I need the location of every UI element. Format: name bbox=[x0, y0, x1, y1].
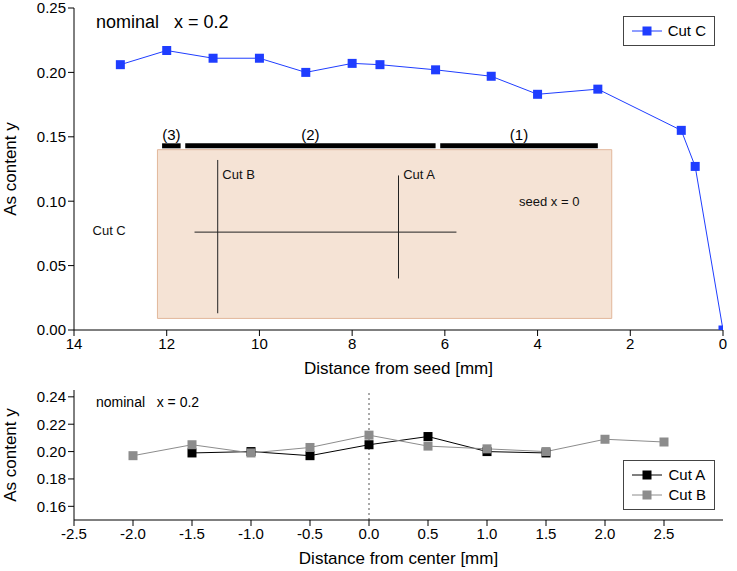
html-text:Cut C: Cut C bbox=[667, 22, 706, 39]
svg-text:-2.0: -2.0 bbox=[120, 525, 146, 542]
svg-text:1.5: 1.5 bbox=[536, 525, 557, 542]
svg-text:0.15: 0.15 bbox=[37, 128, 66, 145]
svg-text:(3): (3) bbox=[162, 126, 180, 143]
svg-text:(2): (2) bbox=[301, 126, 319, 143]
svg-text:0.05: 0.05 bbox=[37, 257, 66, 274]
svg-text:0.22: 0.22 bbox=[37, 416, 66, 433]
svg-text:-1.5: -1.5 bbox=[179, 525, 205, 542]
svg-text:2.5: 2.5 bbox=[654, 525, 675, 542]
svg-text:Cut A: Cut A bbox=[403, 167, 435, 182]
svg-text:-1.0: -1.0 bbox=[238, 525, 264, 542]
svg-text:(1): (1) bbox=[510, 126, 528, 143]
svg-text:14: 14 bbox=[66, 335, 83, 352]
svg-text:Distance from center [mm]: Distance from center [mm] bbox=[299, 549, 498, 568]
svg-text:12: 12 bbox=[158, 335, 175, 352]
html-text:Cut B: Cut B bbox=[668, 486, 706, 503]
svg-text:-0.5: -0.5 bbox=[297, 525, 323, 542]
svg-text:1.0: 1.0 bbox=[477, 525, 498, 542]
svg-text:seed x = 0: seed x = 0 bbox=[519, 194, 579, 209]
svg-text:0.16: 0.16 bbox=[37, 498, 66, 515]
html-text:nominal x = 0.2: nominal x = 0.2 bbox=[96, 394, 200, 410]
svg-text:Cut B: Cut B bbox=[222, 167, 255, 182]
svg-text:10: 10 bbox=[251, 335, 268, 352]
svg-text:6: 6 bbox=[441, 335, 449, 352]
html-text:nominal x = 0.2: nominal x = 0.2 bbox=[96, 12, 229, 32]
svg-text:Cut C: Cut C bbox=[93, 223, 126, 238]
svg-text:-2.5: -2.5 bbox=[61, 525, 87, 542]
svg-text:0.25: 0.25 bbox=[37, 0, 66, 16]
html-text:Cut A: Cut A bbox=[668, 466, 706, 483]
svg-text:0.20: 0.20 bbox=[37, 443, 66, 460]
svg-text:8: 8 bbox=[348, 335, 356, 352]
svg-text:0.10: 0.10 bbox=[37, 193, 66, 210]
svg-text:4: 4 bbox=[533, 335, 541, 352]
svg-text:0.00: 0.00 bbox=[37, 321, 66, 338]
svg-text:2: 2 bbox=[626, 335, 634, 352]
svg-text:0.20: 0.20 bbox=[37, 64, 66, 81]
svg-text:0.18: 0.18 bbox=[37, 470, 66, 487]
svg-text:Distance from seed [mm]: Distance from seed [mm] bbox=[304, 359, 493, 378]
svg-text:0.5: 0.5 bbox=[418, 525, 439, 542]
svg-text:2.0: 2.0 bbox=[595, 525, 616, 542]
svg-text:As content y: As content y bbox=[1, 122, 20, 216]
svg-text:0.24: 0.24 bbox=[37, 388, 66, 405]
svg-text:As content y: As content y bbox=[1, 408, 20, 502]
svg-text:0: 0 bbox=[719, 335, 727, 352]
svg-text:0.0: 0.0 bbox=[359, 525, 380, 542]
